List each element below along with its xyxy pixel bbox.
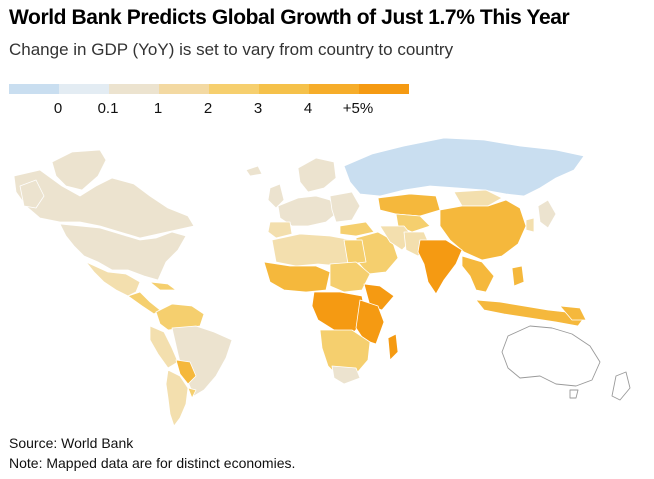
region-madagascar (387, 333, 399, 361)
region-russia (343, 137, 585, 197)
region-iceland (245, 165, 263, 177)
legend-label: 2 (203, 100, 213, 117)
legend-label: +5% (342, 100, 374, 117)
region-china (439, 199, 527, 261)
region-greenland (51, 149, 107, 191)
region-mexico (85, 261, 141, 297)
region-india (417, 239, 463, 295)
region-argentina-chile (165, 369, 189, 427)
region-sudan (329, 261, 371, 293)
region-scandinavia (297, 157, 337, 193)
region-uruguay (187, 387, 197, 399)
region-colombia-venezuela (155, 303, 205, 331)
region-peru (149, 325, 179, 369)
region-south-africa (331, 365, 361, 385)
region-australia (501, 325, 601, 387)
source-note: Source: World Bank (9, 435, 134, 451)
region-united-states (59, 223, 187, 281)
legend-swatch-zero (59, 84, 109, 94)
region-east-africa (355, 299, 385, 345)
region-eastern-europe (329, 191, 361, 223)
region-japan (537, 199, 557, 229)
region-papua (559, 305, 587, 321)
region-tasmania (569, 389, 579, 399)
region-turkey (339, 221, 375, 237)
legend-swatch-2 (209, 84, 259, 94)
legend-swatch-0-1 (109, 84, 159, 94)
legend-label: 0.1 (97, 100, 119, 117)
region-north-africa (271, 233, 359, 267)
region-central-america (127, 291, 161, 315)
region-southeast-asia (461, 255, 495, 293)
region-bolivia-paraguay (175, 359, 197, 385)
region-caribbean (149, 281, 177, 291)
legend-label: 4 (303, 100, 313, 117)
region-new-zealand (611, 371, 631, 401)
region-philippines (511, 265, 525, 287)
legend-swatch-3 (259, 84, 309, 94)
data-note: Note: Mapped data are for distinct econo… (9, 455, 296, 471)
region-iberia (267, 221, 293, 239)
region-canada (13, 169, 195, 239)
legend-swatch-5plus (359, 84, 409, 94)
legend-label: 0 (53, 100, 63, 117)
world-choropleth-map (13, 137, 631, 427)
legend-labels: 0 0.1 1 2 3 4 +5% (0, 100, 654, 120)
region-west-africa (263, 261, 331, 293)
legend-swatch-negative (9, 84, 59, 94)
region-middle-east (355, 231, 399, 275)
legend-swatch-4 (309, 84, 359, 94)
region-western-europe (277, 195, 339, 227)
region-alaska (19, 179, 45, 209)
chart-title: World Bank Predicts Global Growth of Jus… (9, 6, 570, 29)
region-mongolia (453, 189, 503, 207)
region-indonesia (475, 299, 585, 327)
region-uk-ireland (267, 183, 285, 209)
region-korea (525, 217, 535, 233)
legend-label: 3 (253, 100, 263, 117)
region-kazakhstan (377, 193, 441, 217)
color-legend-bar (9, 84, 409, 96)
chart-subtitle: Change in GDP (YoY) is set to vary from … (9, 40, 454, 59)
legend-swatch-1 (159, 84, 209, 94)
legend-label: 1 (153, 100, 163, 117)
region-egypt (343, 239, 367, 265)
